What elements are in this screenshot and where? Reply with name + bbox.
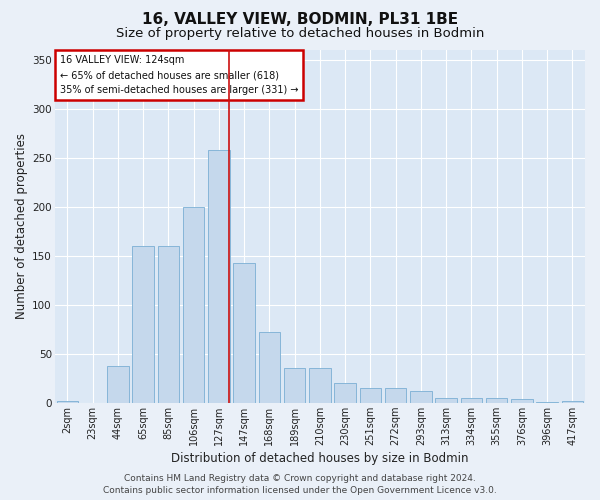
Bar (359, 388, 381, 403)
Bar (183, 207, 205, 403)
Bar (334, 383, 356, 403)
Bar (158, 246, 179, 403)
Bar (461, 398, 482, 403)
Bar (562, 401, 583, 403)
Bar (208, 150, 230, 403)
Bar (107, 366, 128, 403)
Text: Contains HM Land Registry data © Crown copyright and database right 2024.
Contai: Contains HM Land Registry data © Crown c… (103, 474, 497, 495)
Y-axis label: Number of detached properties: Number of detached properties (15, 134, 28, 320)
Bar (259, 332, 280, 403)
Text: 16 VALLEY VIEW: 124sqm
← 65% of detached houses are smaller (618)
35% of semi-de: 16 VALLEY VIEW: 124sqm ← 65% of detached… (60, 56, 298, 95)
X-axis label: Distribution of detached houses by size in Bodmin: Distribution of detached houses by size … (171, 452, 469, 465)
Bar (309, 368, 331, 403)
Bar (436, 398, 457, 403)
Text: 16, VALLEY VIEW, BODMIN, PL31 1BE: 16, VALLEY VIEW, BODMIN, PL31 1BE (142, 12, 458, 28)
Bar (410, 391, 431, 403)
Text: Size of property relative to detached houses in Bodmin: Size of property relative to detached ho… (116, 28, 484, 40)
Bar (385, 388, 406, 403)
Bar (284, 368, 305, 403)
Bar (233, 262, 255, 403)
Bar (511, 399, 533, 403)
Bar (486, 398, 508, 403)
Bar (56, 401, 78, 403)
Bar (536, 402, 558, 403)
Bar (133, 246, 154, 403)
